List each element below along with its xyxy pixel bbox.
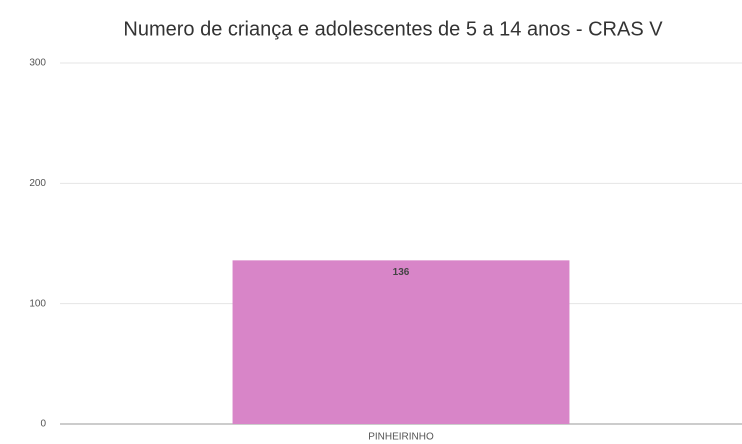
chart-title: Numero de criança e adolescentes de 5 a … bbox=[123, 18, 663, 40]
y-tick-label: 300 bbox=[29, 58, 46, 69]
y-tick-label: 200 bbox=[29, 178, 46, 189]
y-tick-label: 100 bbox=[29, 298, 46, 309]
x-tick-label: PINHEIRINHO bbox=[368, 432, 434, 443]
bar bbox=[232, 260, 570, 424]
data-label: 136 bbox=[393, 267, 410, 278]
y-tick-label: 0 bbox=[40, 419, 46, 430]
